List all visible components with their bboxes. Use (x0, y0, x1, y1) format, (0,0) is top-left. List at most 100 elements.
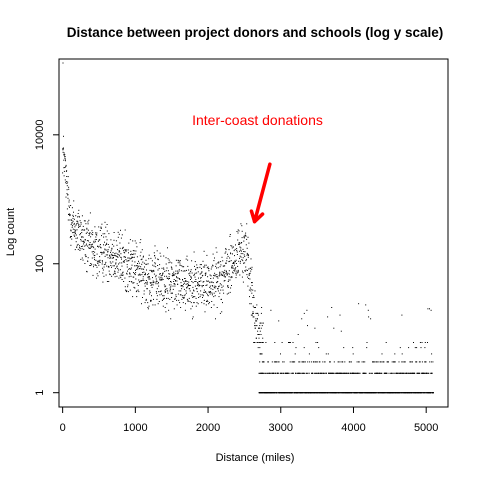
data-point (381, 353, 383, 355)
data-point (240, 253, 242, 255)
data-point (105, 236, 107, 238)
data-point (117, 231, 119, 233)
data-point (210, 288, 212, 290)
data-point (181, 285, 183, 286)
data-point (83, 241, 85, 243)
data-point (204, 291, 206, 293)
data-point (191, 305, 193, 307)
data-point (150, 299, 152, 301)
data-point (198, 297, 200, 298)
data-point (66, 193, 68, 195)
data-point (128, 257, 130, 259)
data-point (128, 252, 129, 254)
data-point (176, 276, 177, 278)
data-point (172, 273, 174, 275)
data-point (129, 289, 131, 291)
data-point (106, 265, 108, 267)
data-point (167, 292, 169, 294)
data-point (427, 308, 429, 310)
data-point (99, 245, 101, 247)
data-point (165, 270, 167, 272)
data-point (230, 276, 232, 278)
data-point (223, 265, 225, 267)
data-point (252, 305, 254, 307)
data-point (125, 289, 127, 291)
data-point (248, 278, 250, 279)
data-point (98, 260, 100, 262)
data-point (102, 269, 104, 271)
data-point (62, 151, 64, 153)
data-point (155, 291, 157, 293)
data-point (127, 249, 129, 251)
data-point (108, 281, 110, 282)
data-point (325, 372, 327, 374)
data-point (63, 167, 65, 169)
data-point (70, 205, 72, 206)
data-point (365, 304, 367, 306)
data-point (198, 285, 200, 287)
data-point (161, 277, 163, 279)
data-point (237, 232, 239, 234)
data-point (408, 347, 410, 349)
data-point (74, 231, 76, 233)
data-point (421, 372, 423, 374)
data-point (353, 372, 355, 374)
data-point (152, 304, 154, 306)
data-point (133, 286, 135, 288)
data-point (234, 268, 236, 270)
data-point (159, 264, 161, 266)
data-point (346, 372, 348, 374)
data-point (212, 264, 214, 266)
data-point (113, 239, 115, 241)
data-point (192, 316, 194, 318)
data-point (122, 246, 124, 248)
data-point (227, 255, 229, 257)
data-point (144, 274, 146, 276)
data-point (219, 312, 221, 314)
data-point (138, 262, 140, 264)
data-point (96, 273, 98, 275)
data-point (119, 269, 121, 271)
data-point (219, 271, 221, 273)
data-point (299, 372, 301, 374)
data-point (143, 280, 145, 281)
data-point (171, 267, 173, 269)
data-point (217, 288, 219, 290)
data-point (81, 236, 83, 238)
data-point (141, 268, 143, 270)
data-point (76, 223, 77, 225)
data-point (301, 361, 303, 363)
data-point (75, 229, 77, 231)
data-point (169, 298, 171, 300)
data-point (235, 274, 237, 276)
data-point (281, 342, 283, 343)
data-point (113, 272, 115, 274)
data-point (221, 311, 223, 313)
data-point (178, 299, 180, 301)
data-point (211, 292, 213, 294)
data-point (88, 247, 90, 249)
data-point (253, 295, 255, 297)
data-point (222, 260, 224, 262)
data-point (274, 392, 276, 394)
data-point (71, 236, 72, 237)
data-point (166, 277, 168, 279)
data-point (113, 255, 115, 257)
data-point (201, 286, 203, 288)
data-point (119, 255, 120, 257)
data-point (374, 372, 376, 374)
data-point (91, 263, 93, 265)
data-point (110, 265, 112, 266)
data-point (126, 291, 127, 293)
data-point (400, 372, 402, 374)
data-point (130, 250, 132, 252)
data-point (247, 276, 249, 278)
data-point (101, 263, 103, 265)
x-tick-label: 3000 (269, 422, 293, 434)
data-point (213, 274, 215, 276)
data-point (129, 273, 131, 275)
data-point (186, 283, 188, 285)
data-point (287, 372, 289, 374)
data-point (289, 342, 290, 343)
data-point (271, 361, 273, 363)
